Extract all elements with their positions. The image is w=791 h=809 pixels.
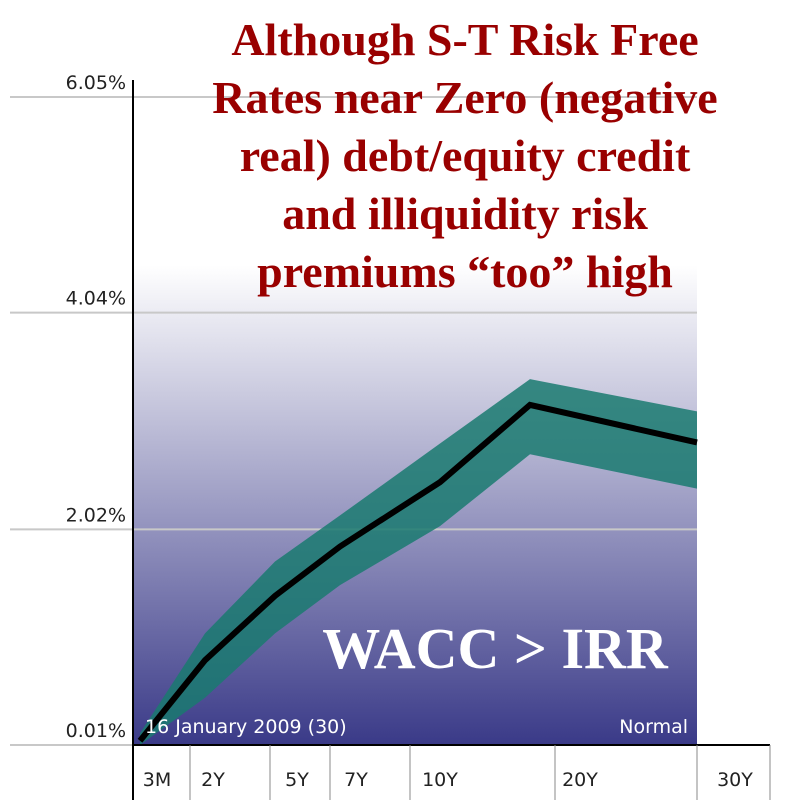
x-tick-label: 3M: [143, 769, 171, 791]
title-line: Rates near Zero (negative: [212, 72, 717, 123]
band: [140, 379, 697, 745]
y-tick-label: 0.01%: [66, 720, 126, 742]
x-tick-label: 30Y: [717, 769, 753, 791]
x-tick-label: 7Y: [344, 769, 368, 791]
x-tick-label: 10Y: [422, 769, 458, 791]
title-line: premiums “too” high: [257, 246, 673, 297]
annotation: WACC > IRR: [322, 616, 669, 681]
annotation: Normal: [619, 716, 688, 738]
x-tick-label: 5Y: [285, 769, 309, 791]
title-line: Although S-T Risk Free: [231, 14, 698, 65]
y-tick-label: 6.05%: [66, 72, 126, 94]
x-tick-label: 2Y: [201, 769, 225, 791]
y-tick-label: 2.02%: [66, 504, 126, 526]
yield-line: [137, 401, 698, 743]
title-line: and illiquidity risk: [282, 188, 648, 239]
x-tick-label: 20Y: [562, 769, 598, 791]
title-line: real) debt/equity credit: [240, 130, 691, 181]
annotation: 16 January 2009 (30): [145, 716, 347, 738]
y-tick-label: 4.04%: [66, 288, 126, 310]
